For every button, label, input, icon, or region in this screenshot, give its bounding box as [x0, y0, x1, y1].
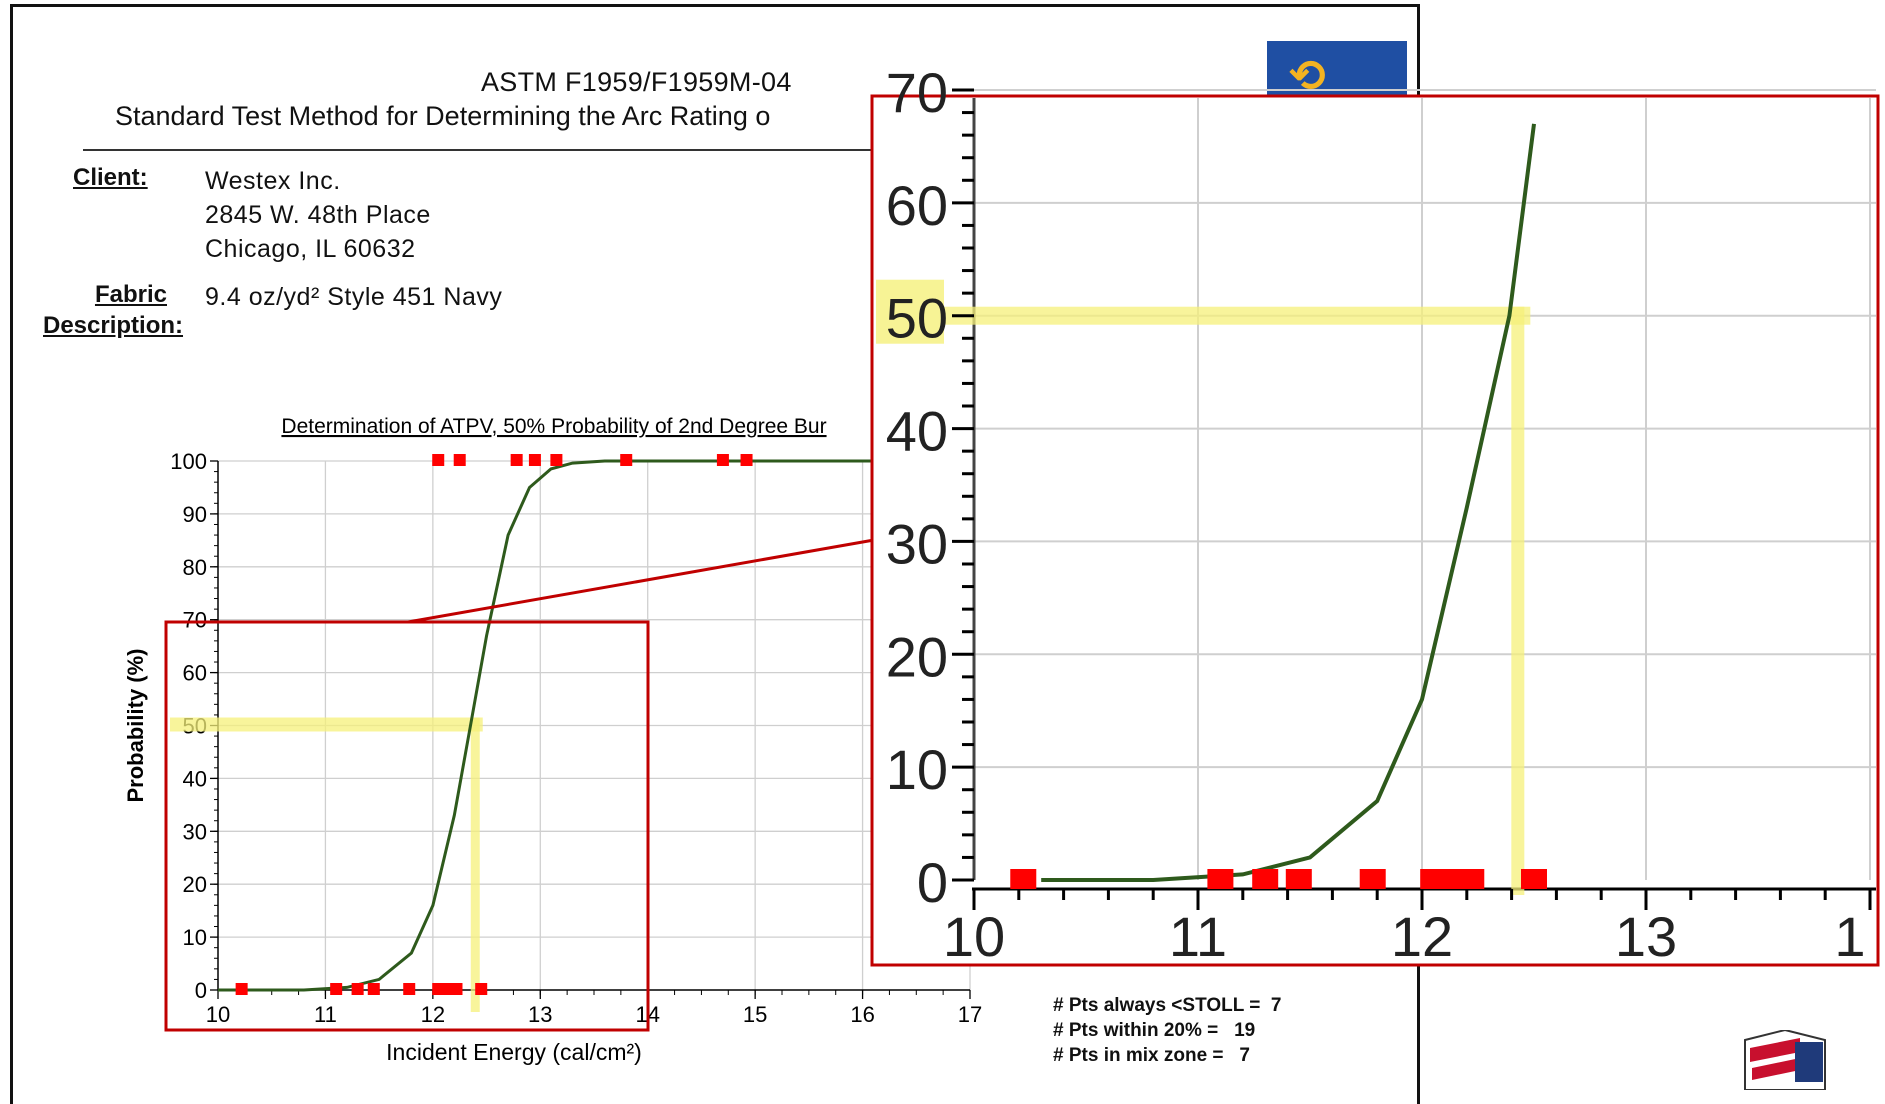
- main-atpv-h-highlight: [170, 717, 483, 732]
- main-x-tick-label: 16: [850, 1002, 874, 1027]
- zoom-atpv-label-highlight: [876, 279, 944, 344]
- main-data-point: [620, 454, 633, 466]
- main-x-tick-label: 10: [206, 1002, 230, 1027]
- stats-block: # Pts always <STOLL = 7 # Pts within 20% …: [1053, 993, 1281, 1068]
- main-x-tick-label: 17: [958, 1002, 982, 1027]
- zoom-atpv-h-highlight: [944, 306, 1531, 325]
- main-y-tick-label: 90: [183, 502, 207, 527]
- zoom-y-tick-label: 30: [886, 512, 948, 575]
- main-data-point: [716, 454, 729, 466]
- main-y-tick-label: 40: [183, 766, 207, 791]
- main-data-point: [330, 983, 343, 995]
- zoom-x-tick-label: 11: [1169, 905, 1227, 968]
- main-y-tick-label: 100: [170, 449, 207, 474]
- client-city: Chicago, IL 60632: [205, 235, 416, 263]
- main-data-point: [235, 983, 248, 995]
- main-data-point: [450, 983, 463, 995]
- zoom-x-tick-label: 1: [1834, 905, 1865, 968]
- client-label: Client:: [73, 164, 148, 191]
- zoom-y-tick-label: 0: [917, 851, 948, 914]
- zoom-y-tick-label: 60: [886, 174, 948, 237]
- zoom-data-point: [1010, 869, 1037, 889]
- header-divider: [83, 149, 903, 151]
- main-y-tick-label: 30: [183, 819, 207, 844]
- main-y-axis-label: Probability (%): [123, 648, 148, 802]
- zoom-connector-line: [407, 538, 875, 624]
- main-data-point: [432, 454, 445, 466]
- fabric-label-1: Fabric: [94, 281, 167, 308]
- main-data-point: [403, 983, 416, 995]
- stat-mix-zone: # Pts in mix zone = 7: [1053, 1045, 1250, 1066]
- zoom-y-tick-label: 40: [886, 400, 948, 463]
- zoom-y-tick-label: 10: [886, 738, 948, 801]
- main-probability-chart: Determination of ATPV, 50% Probability o…: [123, 415, 982, 1065]
- zoom-y-tick-label: 70: [886, 61, 948, 124]
- return-arrow-logo-icon: ⟲: [1289, 51, 1326, 102]
- zoom-data-point: [1252, 869, 1279, 889]
- zoom-data-point: [1359, 869, 1386, 889]
- main-data-point: [475, 983, 488, 995]
- main-data-point: [528, 454, 541, 466]
- main-data-point: [550, 454, 563, 466]
- main-y-tick-label: 80: [183, 555, 207, 580]
- main-y-tick-label: 70: [183, 608, 207, 633]
- client-name: Westex Inc.: [205, 167, 341, 195]
- zoom-data-point: [1521, 869, 1547, 889]
- zoom-inset-frame: [870, 94, 1880, 967]
- main-data-point: [510, 454, 523, 466]
- zoom-data-point: [1420, 869, 1447, 889]
- main-x-tick-label: 13: [528, 1002, 552, 1027]
- fabric-label-2: Description:: [43, 312, 184, 339]
- zoom-data-point: [1207, 869, 1234, 889]
- main-x-tick-label: 12: [421, 1002, 445, 1027]
- zoom-data-point: [1458, 869, 1485, 889]
- zoom-x-tick-label: 13: [1615, 905, 1677, 968]
- zoom-data-point: [1285, 869, 1312, 889]
- zoom-y-tick-label: 20: [886, 625, 948, 688]
- fabric-description: 9.4 oz/yd² Style 451 Navy: [205, 283, 503, 311]
- main-chart-title: Determination of ATPV, 50% Probability o…: [281, 415, 826, 438]
- main-data-point: [432, 983, 445, 995]
- stat-within-20pct: # Pts within 20% = 19: [1053, 1020, 1256, 1041]
- stat-always-below-stoll: # Pts always <STOLL = 7: [1053, 995, 1282, 1016]
- zoom-x-tick-label: 12: [1391, 905, 1453, 968]
- standard-subtitle: Standard Test Method for Determining the…: [115, 101, 771, 131]
- main-x-tick-label: 11: [314, 1002, 337, 1027]
- main-data-point: [351, 983, 364, 995]
- main-x-tick-label: 15: [743, 1002, 767, 1027]
- us-flag-shield-icon: [1740, 1028, 1830, 1091]
- main-data-point: [453, 454, 466, 466]
- main-atpv-v-highlight: [470, 717, 480, 1012]
- main-y-tick-label: 0: [195, 978, 207, 1003]
- main-y-tick-label: 10: [183, 925, 207, 950]
- standard-title: ASTM F1959/F1959M-04: [481, 67, 792, 97]
- main-x-axis-label: Incident Energy (cal/cm²): [386, 1039, 642, 1065]
- main-data-point: [367, 983, 380, 995]
- main-y-tick-label: 60: [183, 661, 207, 686]
- main-y-tick-label: 20: [183, 872, 207, 897]
- zoom-atpv-v-highlight: [1511, 306, 1525, 895]
- main-data-point: [740, 454, 753, 466]
- zoom-source-box: [164, 620, 650, 1032]
- zoom-x-tick-label: 10: [943, 905, 1005, 968]
- client-address: 2845 W. 48th Place: [205, 201, 431, 229]
- zoom-y-tick-label: 50: [886, 287, 948, 350]
- zoom-probability-curve: [1041, 123, 1536, 882]
